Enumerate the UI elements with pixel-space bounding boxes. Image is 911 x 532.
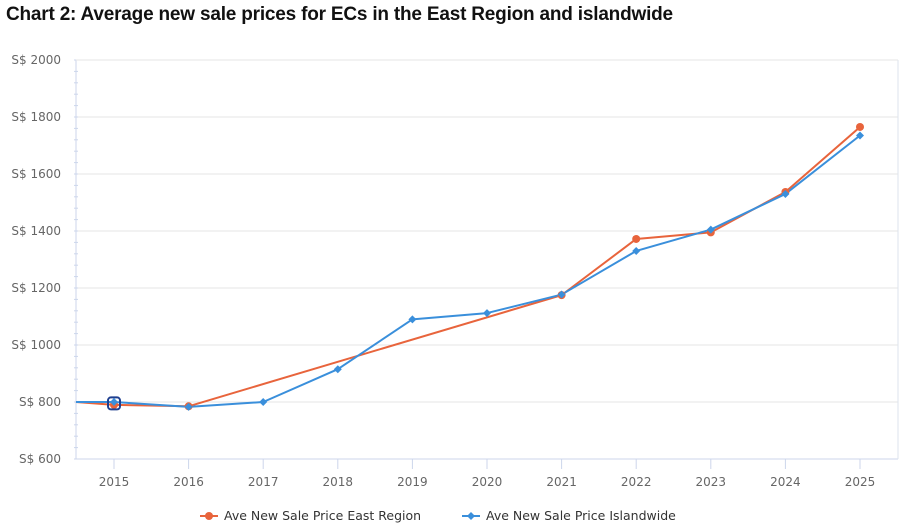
gridlines bbox=[76, 59, 898, 460]
legend-item-east-region[interactable]: Ave New Sale Price East Region bbox=[200, 508, 421, 523]
y-tick-label: S$ 1000 bbox=[11, 338, 61, 352]
data-point-islandwide bbox=[632, 246, 641, 255]
highlight-marker bbox=[107, 396, 121, 411]
data-point-east-region bbox=[632, 234, 641, 243]
x-tick-label: 2015 bbox=[99, 475, 130, 489]
x-tick-label: 2025 bbox=[845, 475, 876, 489]
x-tick-label: 2022 bbox=[621, 475, 652, 489]
data-point-islandwide bbox=[706, 225, 715, 234]
diamond-marker-icon bbox=[462, 511, 480, 520]
y-tick-label: S$ 1200 bbox=[11, 281, 61, 295]
x-tick-label: 2019 bbox=[397, 475, 428, 489]
data-point-east-region bbox=[856, 122, 864, 131]
data-point-islandwide bbox=[259, 398, 268, 406]
series-lines bbox=[75, 126, 861, 408]
y-tick-label: S$ 800 bbox=[19, 395, 61, 409]
data-point-islandwide bbox=[184, 402, 193, 411]
axes bbox=[74, 59, 899, 460]
legend-label: Ave New Sale Price Islandwide bbox=[486, 508, 676, 523]
x-tick-label: 2018 bbox=[323, 475, 354, 489]
legend: Ave New Sale Price East Region Ave New S… bbox=[0, 508, 911, 528]
y-tick-label: S$ 1800 bbox=[11, 110, 61, 124]
data-point-islandwide bbox=[408, 315, 417, 324]
x-tick-label: 2016 bbox=[173, 475, 204, 489]
x-tick-label: 2021 bbox=[546, 475, 577, 489]
x-axis-ticks: 2015 2016 2017 2018 2019 2020 2021 2022 2023 2024… bbox=[99, 459, 876, 489]
x-tick-label: 2023 bbox=[696, 475, 727, 489]
legend-label: Ave New Sale Price East Region bbox=[224, 508, 422, 523]
data-point-islandwide bbox=[483, 309, 491, 318]
y-tick-label: S$ 600 bbox=[19, 452, 61, 466]
data-point-islandwide bbox=[110, 398, 118, 406]
chart-title: Chart 2: Average new sale prices for ECs… bbox=[6, 4, 673, 25]
circle-marker-icon bbox=[200, 511, 218, 520]
data-point-islandwide bbox=[856, 131, 864, 140]
data-point-islandwide bbox=[333, 365, 342, 374]
data-point-islandwide bbox=[781, 189, 790, 198]
series-markers bbox=[107, 122, 864, 411]
legend-item-islandwide[interactable]: Ave New Sale Price Islandwide bbox=[462, 508, 676, 523]
series-line-east-region bbox=[75, 126, 861, 408]
y-axis-ticks: S$ 600 S$ 800 S$ 1000 S$ 1200 S$ 1400 S$ 1600… bbox=[11, 53, 61, 466]
y-tick-label: S$ 1600 bbox=[11, 167, 61, 181]
y-tick-label: S$ 2000 bbox=[11, 53, 61, 67]
x-tick-label: 2017 bbox=[248, 475, 279, 489]
series-line-islandwide bbox=[76, 134, 861, 408]
x-tick-label: 2020 bbox=[472, 475, 503, 489]
y-tick-label: S$ 1400 bbox=[11, 224, 61, 238]
x-tick-label: 2024 bbox=[770, 475, 801, 489]
data-point-islandwide bbox=[557, 290, 566, 299]
